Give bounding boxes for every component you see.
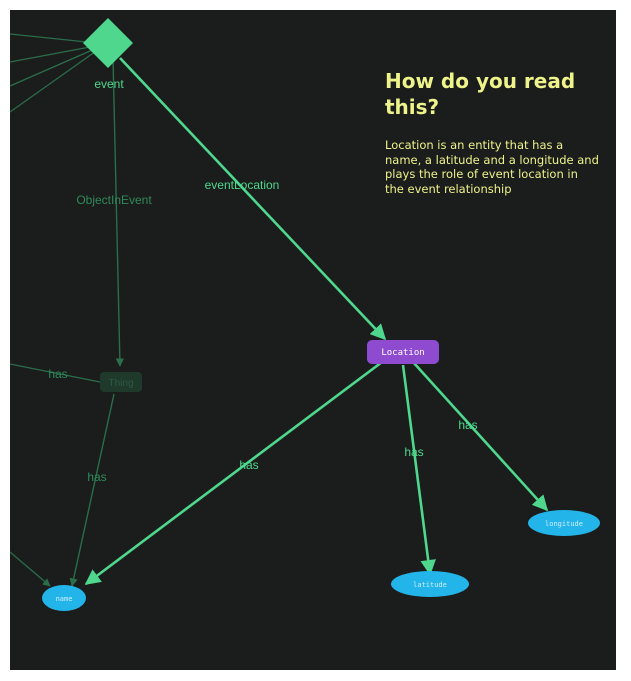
edge-line <box>412 361 549 512</box>
node-longitude[interactable]: longitude <box>528 510 600 536</box>
thing-box[interactable] <box>100 372 142 392</box>
edge-location-has-latitude: has <box>401 364 436 576</box>
node-event[interactable]: event <box>83 18 133 91</box>
node-label-latitude: latitude <box>413 581 447 589</box>
graph-diagram: ObjectInEvent has has eventLocation has … <box>10 18 600 611</box>
diagram-canvas: ObjectInEvent has has eventLocation has … <box>10 10 616 670</box>
node-label-name: name <box>56 595 73 603</box>
edge-location-has-longitude: has <box>412 361 549 512</box>
offscreen-edge <box>10 363 101 383</box>
edge-line <box>84 360 383 586</box>
edge-label-location-has-name: has <box>239 458 258 472</box>
edge-event-location: eventLocation <box>119 57 387 341</box>
edge-label-object-in-event: ObjectInEvent <box>76 193 152 207</box>
name-ellipse[interactable] <box>42 585 86 611</box>
edge-label-location-has-latitude: has <box>404 445 423 459</box>
edge-line <box>401 364 436 576</box>
explanation-title: How do you read this? <box>385 69 576 119</box>
node-latitude[interactable]: latitude <box>391 571 469 597</box>
longitude-ellipse[interactable] <box>528 510 600 536</box>
edge-thing-has-name: has <box>69 393 115 587</box>
edge-object-in-event: ObjectInEvent <box>76 57 152 367</box>
event-diamond-icon[interactable] <box>83 18 133 68</box>
background-edges <box>10 33 107 587</box>
edge-label-thing-has: has <box>48 367 67 381</box>
offscreen-edge <box>10 43 107 87</box>
location-box[interactable] <box>367 340 439 364</box>
node-location[interactable]: Location <box>367 340 439 364</box>
edge-line <box>69 393 115 587</box>
edge-line <box>119 57 387 341</box>
explanation-body: Location is an entity that has a name, a… <box>385 138 599 196</box>
node-label-longitude: longitude <box>545 520 583 528</box>
offscreen-edge <box>10 43 107 113</box>
latitude-ellipse[interactable] <box>391 571 469 597</box>
offscreen-edge <box>10 551 51 587</box>
node-label-location: Location <box>381 348 424 358</box>
edge-line <box>112 57 125 367</box>
edge-label-event-location: eventLocation <box>205 178 280 192</box>
node-name[interactable]: name <box>42 585 86 611</box>
edge-label-location-has-longitude: has <box>458 418 477 432</box>
edge-label-thing-has-name: has <box>87 470 106 484</box>
explanation-panel: How do you read this? Location is an ent… <box>385 68 600 196</box>
node-label-event: event <box>94 77 124 91</box>
node-label-thing: Thing <box>108 378 133 389</box>
edge-location-has-name: has <box>84 360 383 586</box>
node-thing[interactable]: Thing <box>100 372 142 392</box>
